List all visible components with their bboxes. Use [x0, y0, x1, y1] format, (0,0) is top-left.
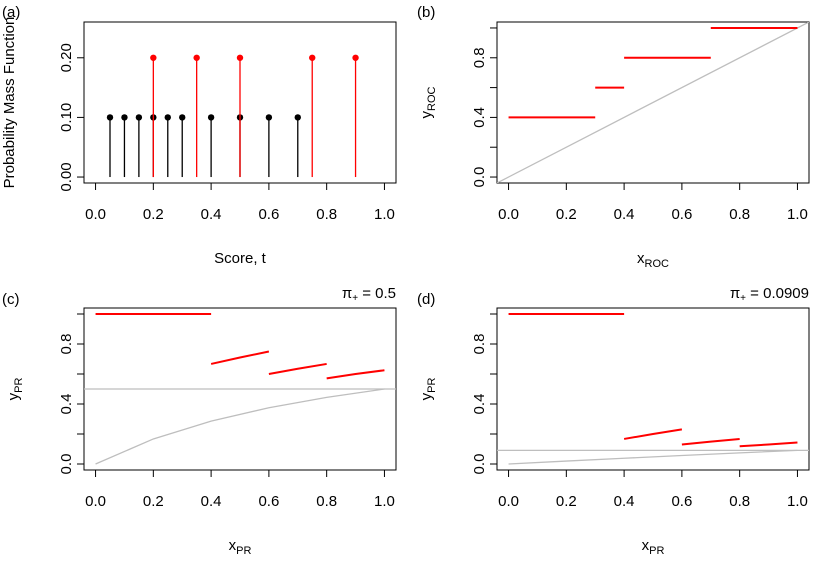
y-tick-label: 0.0 [471, 454, 488, 475]
annotation-sub: + [352, 293, 358, 304]
x-tick-label: 0.8 [729, 493, 750, 510]
reference-line [497, 22, 809, 183]
axis-label: Probability Mass Function [1, 17, 18, 189]
stem-point [135, 114, 143, 121]
stem-point [106, 114, 114, 121]
x-tick-label: 0.0 [498, 493, 519, 510]
plot-box [496, 307, 810, 471]
label-sub: PR [236, 545, 251, 557]
stem-point [164, 114, 171, 121]
stem-point [179, 114, 186, 121]
y-tick-label: 0.4 [58, 394, 75, 415]
label-base: y [418, 392, 435, 400]
x-tick-label: 0.8 [316, 206, 337, 223]
y-tick-label: 0.8 [471, 47, 488, 68]
y-tick-label: 0.10 [58, 103, 75, 132]
line-segment [681, 437, 740, 446]
annotation-symbol: π [730, 285, 740, 302]
x-tick-label: 0.0 [85, 206, 106, 223]
panel-label: (a) [2, 4, 20, 21]
line-segment [210, 350, 270, 365]
x-tick-label: 0.6 [258, 493, 279, 510]
stem-point [150, 54, 157, 61]
x-tick-label: 1.0 [787, 493, 808, 510]
x-tick-label: 0.8 [729, 206, 750, 223]
x-tick-label: 0.4 [201, 493, 222, 510]
y-tick-label: 0.0 [471, 167, 488, 188]
x-tick-label: 0.6 [671, 493, 692, 510]
y-tick-label: 0.0 [58, 454, 75, 475]
x-tick-label: 1.0 [374, 493, 395, 510]
x-tick-label: 0.4 [614, 493, 635, 510]
line-segment [326, 369, 385, 380]
annotation-text: = 0.5 [358, 285, 396, 302]
stem-point [193, 54, 200, 61]
stem-point [309, 54, 316, 61]
x-tick-label: 1.0 [374, 206, 395, 223]
y-tick-label: 0.8 [471, 334, 488, 355]
line-segment [95, 388, 385, 465]
x-tick-label: 0.6 [671, 206, 692, 223]
axis-label: yROC [418, 86, 438, 118]
line-segment [623, 428, 683, 440]
x-tick-label: 0.4 [201, 206, 222, 223]
label-base: y [5, 392, 22, 400]
panel-label: (d) [417, 291, 435, 308]
y-tick-label: 0.00 [58, 162, 75, 191]
label-base: x [229, 537, 237, 554]
plot-box [496, 21, 810, 184]
axis-label: xROC [637, 250, 669, 270]
panel-label: (b) [417, 4, 435, 21]
label-sub: PR [426, 378, 438, 393]
stem-point [265, 114, 273, 121]
y-tick-label: 0.4 [471, 394, 488, 415]
x-tick-label: 1.0 [787, 206, 808, 223]
annotation: π+ = 0.5 [342, 285, 396, 304]
label-sub: ROC [426, 86, 438, 111]
x-tick-label: 0.2 [556, 206, 577, 223]
y-tick-label: 0.4 [471, 107, 488, 128]
axis-label: yPR [418, 378, 438, 401]
annotation-text: = 0.0909 [746, 285, 809, 302]
annotation: π+ = 0.0909 [730, 285, 809, 304]
line-segment [739, 441, 798, 448]
x-tick-label: 0.2 [143, 493, 164, 510]
x-tick-label: 0.6 [258, 206, 279, 223]
x-tick-label: 0.4 [614, 206, 635, 223]
axis-label: yPR [5, 378, 25, 401]
x-tick-label: 0.0 [498, 206, 519, 223]
stem-point [352, 54, 359, 61]
panel-label: (c) [2, 291, 20, 308]
axis-label: xPR [229, 537, 252, 557]
axis-label: Score, t [214, 250, 267, 267]
line-segment [268, 362, 327, 375]
x-tick-label: 0.0 [85, 493, 106, 510]
line-segment [508, 449, 798, 465]
label-base: y [418, 110, 435, 118]
y-tick-label: 0.8 [58, 334, 75, 355]
stem-point [294, 114, 301, 121]
annotation-sub: + [740, 293, 746, 304]
label-base: x [642, 537, 650, 554]
stem-point [207, 114, 215, 121]
label-sub: PR [13, 378, 25, 393]
x-tick-label: 0.8 [316, 493, 337, 510]
plot-box [83, 21, 397, 184]
x-tick-label: 0.2 [556, 493, 577, 510]
x-tick-label: 0.2 [143, 206, 164, 223]
stem-point [236, 54, 244, 61]
stem-point [121, 114, 128, 121]
y-tick-label: 0.20 [58, 43, 75, 72]
label-base: x [637, 250, 645, 267]
axis-label: xPR [642, 537, 665, 557]
label-sub: PR [649, 545, 664, 557]
label-sub: ROC [645, 258, 670, 270]
annotation-symbol: π [342, 285, 352, 302]
